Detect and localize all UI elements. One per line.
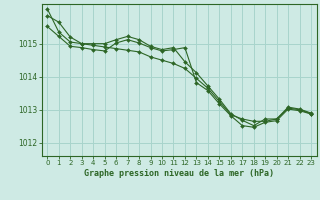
- X-axis label: Graphe pression niveau de la mer (hPa): Graphe pression niveau de la mer (hPa): [84, 169, 274, 178]
